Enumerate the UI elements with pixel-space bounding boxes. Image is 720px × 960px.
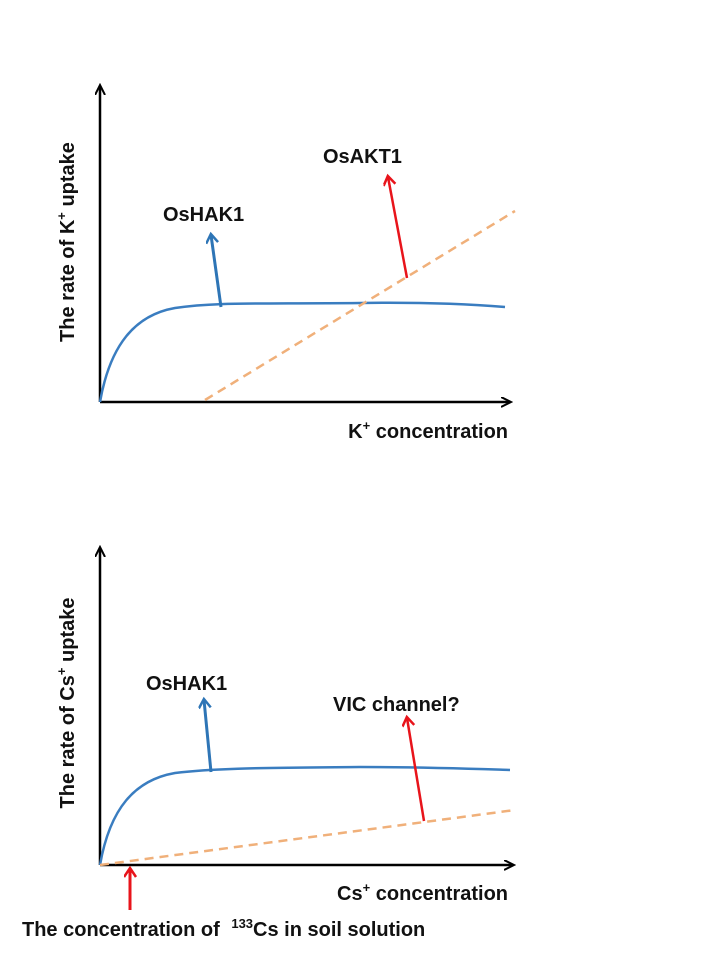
panel-k-osakt1-line — [204, 209, 516, 402]
panel-cs-y-axis-label: The rate of Cs+ uptake — [54, 598, 79, 809]
panel-cs-oshak1-label: OsHAK1 — [146, 673, 227, 695]
panel-cs-vic-line — [99, 808, 516, 867]
panel-k-uptake: The rate of K+ uptake K+ concentration O… — [54, 86, 516, 443]
panel-cs-vic-arrow — [407, 718, 426, 822]
panel-cs-x-axis-label: Cs+ concentration — [337, 880, 508, 905]
panel-cs-uptake: The rate of Cs+ uptake Cs+ concentration… — [22, 548, 515, 941]
panel-k-oshak1-curve — [98, 301, 506, 403]
panel-k-oshak1-arrow — [211, 235, 223, 308]
panel-cs-vic-label: VIC channel? — [333, 694, 460, 716]
panel-cs-oshak1-curve — [98, 765, 511, 866]
panel-k-oshak1-label: OsHAK1 — [163, 204, 244, 226]
panel-cs-oshak1-arrow — [204, 700, 213, 773]
panel-cs-soil-concentration-note: The concentration of 133Cs in soil solut… — [22, 916, 425, 941]
panel-k-x-axis-label: K+ concentration — [348, 418, 508, 443]
panel-k-osakt1-arrow — [388, 177, 409, 279]
panel-k-y-axis-label: The rate of K+ uptake — [54, 142, 79, 342]
panel-k-osakt1-label: OsAKT1 — [323, 146, 402, 168]
